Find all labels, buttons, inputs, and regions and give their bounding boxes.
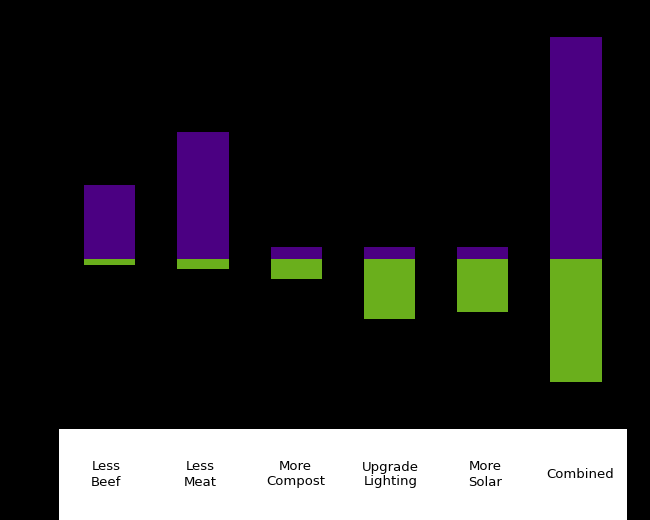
- Text: More
Compost: More Compost: [266, 461, 325, 488]
- Bar: [364, 259, 415, 319]
- Text: Less
Meat: Less Meat: [184, 461, 217, 488]
- Bar: [84, 185, 135, 259]
- Text: Less
Beef: Less Beef: [91, 461, 121, 488]
- Bar: [551, 37, 602, 259]
- Bar: [270, 247, 322, 259]
- Bar: [84, 259, 135, 265]
- Bar: [270, 259, 322, 279]
- Bar: [364, 247, 415, 259]
- Text: Combined: Combined: [546, 468, 614, 481]
- Text: Upgrade
Lighting: Upgrade Lighting: [362, 461, 419, 488]
- Text: More
Solar: More Solar: [468, 461, 502, 488]
- Bar: [457, 259, 508, 313]
- Bar: [177, 133, 229, 259]
- Bar: [551, 259, 602, 382]
- Bar: [457, 247, 508, 259]
- Bar: [177, 259, 229, 269]
